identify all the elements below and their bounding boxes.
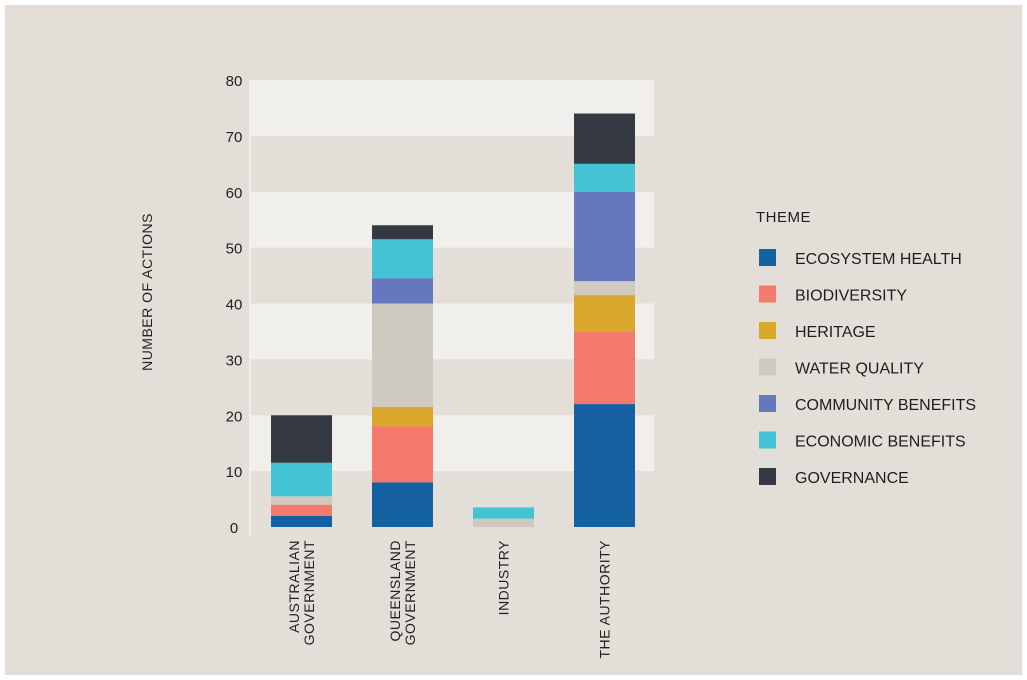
bar-segment [372,239,433,279]
legend-swatch [759,395,776,412]
legend-swatch [759,358,776,376]
bar-segment [372,278,433,304]
y-tick-label: 80 [226,73,243,90]
x-category-label: INDUSTRY [496,540,512,615]
x-axis-categories: AUSTRALIAN GOVERNMENT QUEENSLAND GOVERNMENT… [286,540,613,659]
y-axis-ticks: 0 10 20 30 40 50 60 70 80 [226,73,243,537]
x-category-label: THE AUTHORITY [597,540,613,659]
bar-segment [574,404,635,527]
y-tick-label: 60 [226,185,243,202]
bar-segment [271,496,332,505]
bar-segment [372,426,433,483]
bar-segment [372,303,433,407]
bar-segment [574,295,635,332]
legend-swatch [759,285,776,303]
legend-label: HERITAGE [795,324,876,341]
y-tick-label: 30 [226,352,243,369]
legend-swatch [759,431,776,449]
bar-segment [271,504,332,516]
bar-segment [271,515,332,527]
bar-segment [372,225,433,240]
bar-segment [574,163,635,192]
y-tick-label: 40 [226,297,243,314]
y-tick-label: 70 [226,129,243,146]
y-tick-label: 50 [226,241,243,258]
legend-label: COMMUNITY BENEFITS [795,397,976,414]
y-tick-label: 20 [226,408,243,425]
legend-swatch [759,249,776,266]
bar-segment [574,113,635,164]
x-category-label: GOVERNMENT [402,540,418,645]
x-category-label: QUEENSLAND [387,540,403,641]
bar-segment [473,518,534,527]
legend-label: ECONOMIC BENEFITS [795,434,966,451]
bar-segment [271,415,332,463]
bar-segment [574,281,635,296]
bar-segment [574,331,635,405]
legend-label: GOVERNANCE [795,470,909,487]
legend-swatch [759,322,776,339]
y-tick-label: 10 [226,464,243,481]
bar-segment [473,507,534,519]
legend: THEME ECOSYSTEM HEALTH BIODIVERSITY HERITA… [756,209,976,487]
legend-title: THEME [756,209,811,226]
bar-segment [271,462,332,497]
bar-segment [372,482,433,527]
legend-swatch [759,468,776,485]
bar-segment [574,191,635,282]
y-axis-title: NUMBER OF ACTIONS [139,213,155,371]
bar-group [271,113,635,527]
legend-label: ECOSYSTEM HEALTH [795,251,962,268]
bar-segment [372,406,433,427]
y-tick-label: 0 [230,520,238,537]
x-category-label: GOVERNMENT [301,540,317,645]
legend-label: BIODIVERSITY [795,288,907,305]
x-category-label: AUSTRALIAN [286,540,302,633]
legend-label: WATER QUALITY [795,361,924,378]
